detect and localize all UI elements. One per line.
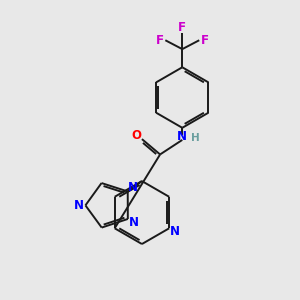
Text: N: N — [128, 181, 138, 194]
Text: N: N — [128, 217, 138, 230]
Text: N: N — [176, 130, 187, 143]
Text: F: F — [178, 21, 186, 34]
Text: N: N — [170, 225, 180, 238]
Text: N: N — [74, 199, 84, 212]
Text: H: H — [191, 133, 200, 143]
Text: F: F — [200, 34, 208, 47]
Text: F: F — [156, 34, 164, 47]
Text: O: O — [131, 129, 141, 142]
